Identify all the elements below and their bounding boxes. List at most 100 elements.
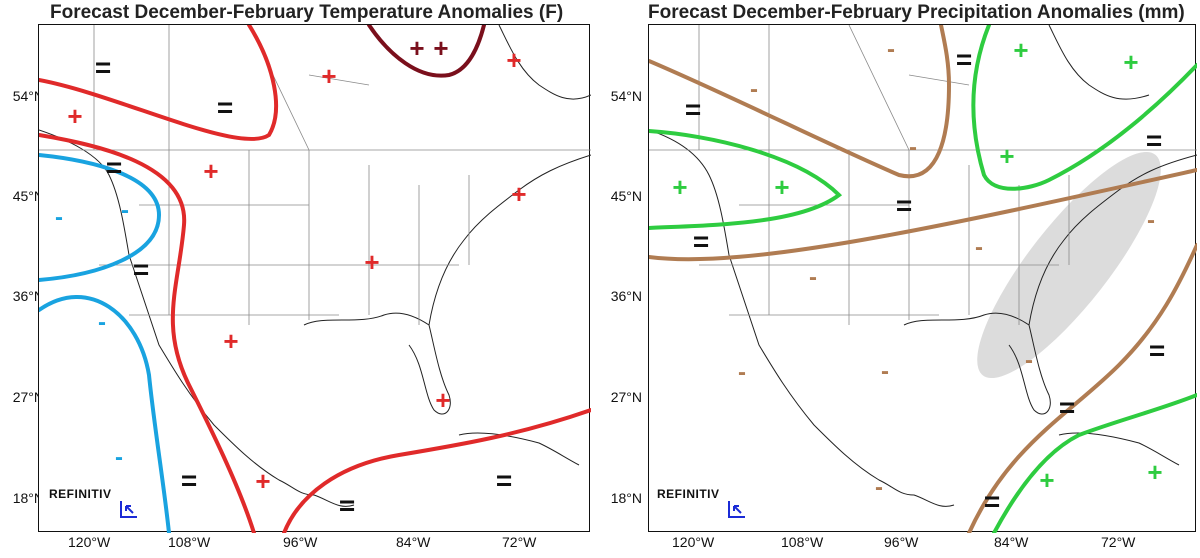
temperature-symbols: + + + + + + + + + + + - - - - = = = = =	[55, 33, 527, 521]
lon-label: 96°W	[283, 534, 318, 550]
equal-symbol: =	[1059, 392, 1075, 423]
west-coastline	[39, 129, 355, 507]
warm-contour-south	[282, 408, 591, 533]
hudson-coastline	[1048, 25, 1150, 100]
equal-symbol: =	[339, 490, 355, 521]
lat-label: 36°N	[12, 288, 44, 304]
plus-symbol: +	[203, 156, 218, 186]
plus-symbol: +	[506, 45, 521, 75]
east-coastline	[428, 154, 591, 326]
minus-symbol: -	[115, 444, 123, 471]
cool-contour-south	[39, 295, 171, 533]
minus-symbol: -	[909, 134, 917, 161]
plus-symbol: +	[364, 247, 379, 277]
precipitation-title: Forecast December-February Precipitation…	[648, 2, 1185, 23]
lon-label: 84°W	[994, 534, 1029, 550]
minus-symbol: -	[121, 197, 129, 224]
plus-symbol: +	[67, 101, 82, 131]
precipitation-map: + + + + + + + - - - - - - - - - - = = =	[648, 24, 1197, 533]
lat-label: 54°N	[12, 88, 44, 104]
lon-label: 108°W	[168, 534, 211, 550]
plus-symbol: +	[672, 172, 687, 202]
west-coastline	[649, 129, 955, 507]
hudson-coastline	[498, 25, 591, 100]
equal-symbol: =	[133, 254, 149, 285]
equal-symbol: =	[181, 465, 197, 496]
minus-symbol: -	[809, 264, 817, 291]
wet-contour-west	[649, 129, 843, 230]
refinitiv-brand: REFINITIV	[49, 487, 112, 501]
lon-label: 120°W	[68, 534, 111, 550]
lat-label: 27°N	[12, 389, 44, 405]
equal-symbol: =	[984, 486, 1000, 517]
precipitation-symbols: + + + + + + + - - - - - - - - - - = = =	[672, 35, 1165, 517]
warm-contour-north	[39, 25, 279, 141]
temperature-contours	[39, 25, 591, 533]
minus-symbol: -	[1025, 347, 1033, 374]
minus-symbol: -	[887, 36, 895, 63]
equal-symbol: =	[496, 465, 512, 496]
dry-contour-north	[649, 25, 952, 179]
equal-symbol: =	[693, 226, 709, 257]
temperature-map-svg: + + + + + + + + + + + - - - - = = = = =	[39, 25, 591, 533]
coastlines	[39, 25, 591, 507]
strong-plus-symbol: +	[409, 33, 424, 63]
lat-label: 54°N	[610, 88, 642, 104]
lon-label: 72°W	[1101, 534, 1136, 550]
minus-symbol: -	[875, 474, 883, 501]
plus-symbol: +	[1039, 465, 1054, 495]
minus-symbol: -	[975, 234, 983, 261]
lon-label: 72°W	[502, 534, 537, 550]
refinitiv-logo-icon	[728, 501, 745, 518]
dry-contour-middle	[649, 168, 1197, 262]
state-borders	[39, 25, 591, 325]
precipitation-map-svg: + + + + + + + - - - - - - - - - - = = =	[649, 25, 1197, 533]
lat-label: 45°N	[12, 188, 44, 204]
state-borders	[649, 25, 1197, 325]
refinitiv-brand: REFINITIV	[657, 487, 720, 501]
minus-symbol: -	[881, 358, 889, 385]
plus-symbol: +	[321, 61, 336, 91]
equal-symbol: =	[1146, 125, 1162, 156]
minus-symbol: -	[738, 359, 746, 386]
gulf-coastline	[303, 312, 451, 415]
temperature-title: Forecast December-February Temperature A…	[50, 2, 564, 23]
plus-symbol: +	[255, 466, 270, 496]
lat-label: 18°N	[12, 490, 44, 506]
equal-symbol: =	[106, 152, 122, 183]
equal-symbol: =	[95, 52, 111, 83]
lon-label: 108°W	[781, 534, 824, 550]
equal-symbol: =	[956, 44, 972, 75]
plus-symbol: +	[999, 141, 1014, 171]
minus-symbol: -	[750, 76, 758, 103]
refinitiv-logo-icon	[120, 501, 137, 518]
coastlines	[649, 25, 1197, 507]
dry-contour-south	[967, 243, 1197, 533]
lat-label: 18°N	[610, 490, 642, 506]
equal-symbol: =	[685, 94, 701, 125]
lon-label: 84°W	[396, 534, 431, 550]
plus-symbol: +	[1123, 47, 1138, 77]
plus-symbol: +	[435, 385, 450, 415]
lon-label: 96°W	[884, 534, 919, 550]
lon-label: 120°W	[672, 534, 715, 550]
cool-contour-north	[39, 153, 162, 282]
strong-warm-contour	[367, 25, 486, 78]
cuba-coastline	[458, 432, 580, 466]
wet-contour-south	[992, 393, 1197, 533]
cuba-coastline	[1058, 432, 1180, 466]
equal-symbol: =	[1149, 335, 1165, 366]
warm-contour-west	[39, 133, 256, 533]
equal-symbol: =	[217, 92, 233, 123]
gulf-coastline	[903, 312, 1051, 415]
plus-symbol: +	[511, 179, 526, 209]
minus-symbol: -	[98, 309, 106, 336]
interior-borders	[99, 150, 470, 325]
plus-symbol: +	[1013, 35, 1028, 65]
plus-symbol: +	[1147, 457, 1162, 487]
plus-symbol: +	[223, 326, 238, 356]
minus-symbol: -	[55, 204, 63, 231]
east-coastline	[1028, 154, 1197, 326]
equal-symbol: =	[896, 190, 912, 221]
wet-contour-north	[971, 25, 1197, 191]
